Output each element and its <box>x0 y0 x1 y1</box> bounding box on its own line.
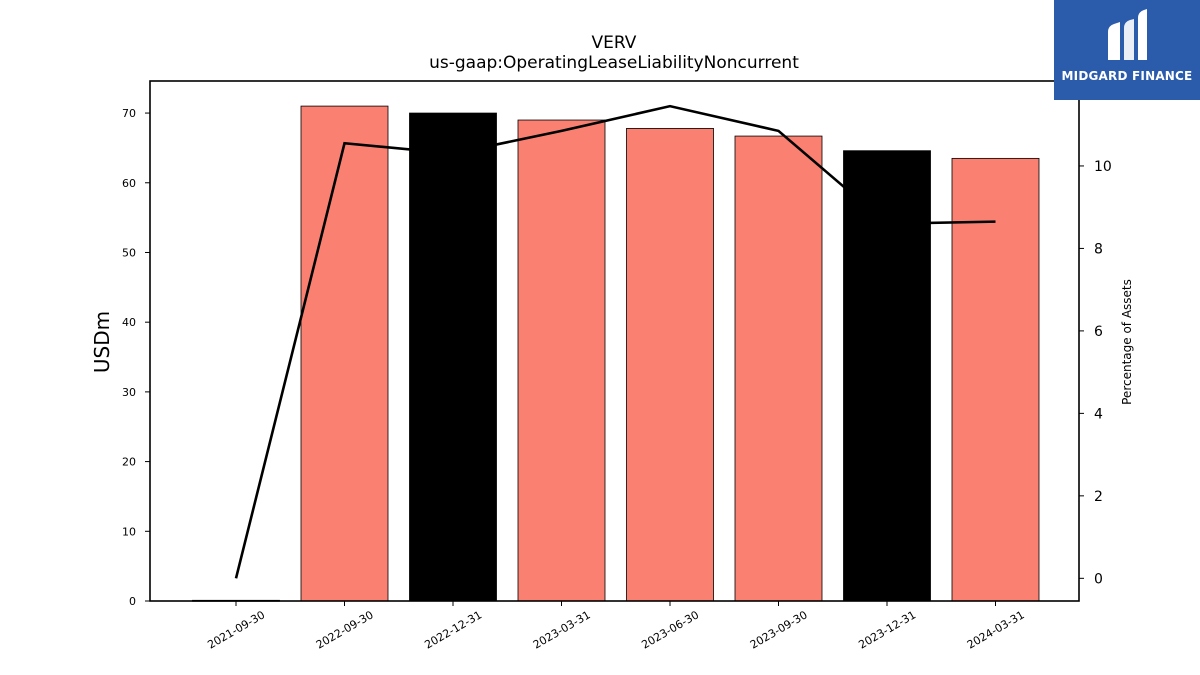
y2-tick-label: 0 <box>1094 571 1103 587</box>
y2-tick-label: 10 <box>1094 159 1112 175</box>
y-tick-label: 0 <box>129 595 136 608</box>
bar <box>951 157 1040 602</box>
line-group <box>234 104 996 579</box>
percentage-line <box>234 104 996 579</box>
y-tick-label: 50 <box>122 246 136 259</box>
y-tick-label: 60 <box>122 177 136 190</box>
y2-tick-label: 8 <box>1094 241 1103 257</box>
x-tick-label: 2023-09-30 <box>748 608 810 651</box>
x-tick-label: 2022-09-30 <box>314 608 376 651</box>
y2-tick-label: 4 <box>1094 406 1103 422</box>
chart-subtitle: us-gaap:OperatingLeaseLiabilityNoncurren… <box>429 53 799 73</box>
bar <box>409 112 497 602</box>
x-tick-label: 2021-09-30 <box>205 608 267 651</box>
logo-mark-icon <box>1108 9 1147 60</box>
x-tick-label: 2023-03-31 <box>531 608 593 651</box>
x-tick-label: 2023-06-30 <box>639 608 701 651</box>
chart-title: VERV <box>592 33 637 53</box>
y-tick-label: 30 <box>122 386 136 399</box>
x-tick-label: 2022-12-31 <box>422 608 484 651</box>
bar <box>517 119 606 602</box>
y-tick-label: 70 <box>122 107 136 120</box>
bar <box>734 135 823 602</box>
y2-tick-label: 2 <box>1094 489 1103 505</box>
x-tick-label: 2024-03-31 <box>965 608 1027 651</box>
y2-tick-label: 6 <box>1094 324 1103 340</box>
x-tick-label: 2023-12-31 <box>856 608 918 651</box>
y-axis-label: USDm <box>90 311 114 373</box>
bar <box>300 105 389 602</box>
logo-text: MIDGARD FINANCE <box>1061 69 1193 83</box>
y2-axis-label: Percentage of Assets <box>1120 279 1134 405</box>
y-tick-label: 10 <box>122 525 136 538</box>
bars-group <box>192 105 1040 602</box>
bar <box>626 127 714 602</box>
y-tick-label: 40 <box>122 316 136 329</box>
bar <box>843 150 931 602</box>
midgard-finance-logo: MIDGARD FINANCE <box>1054 0 1200 100</box>
plot-frame <box>149 80 1080 602</box>
y-tick-label: 20 <box>122 456 136 469</box>
